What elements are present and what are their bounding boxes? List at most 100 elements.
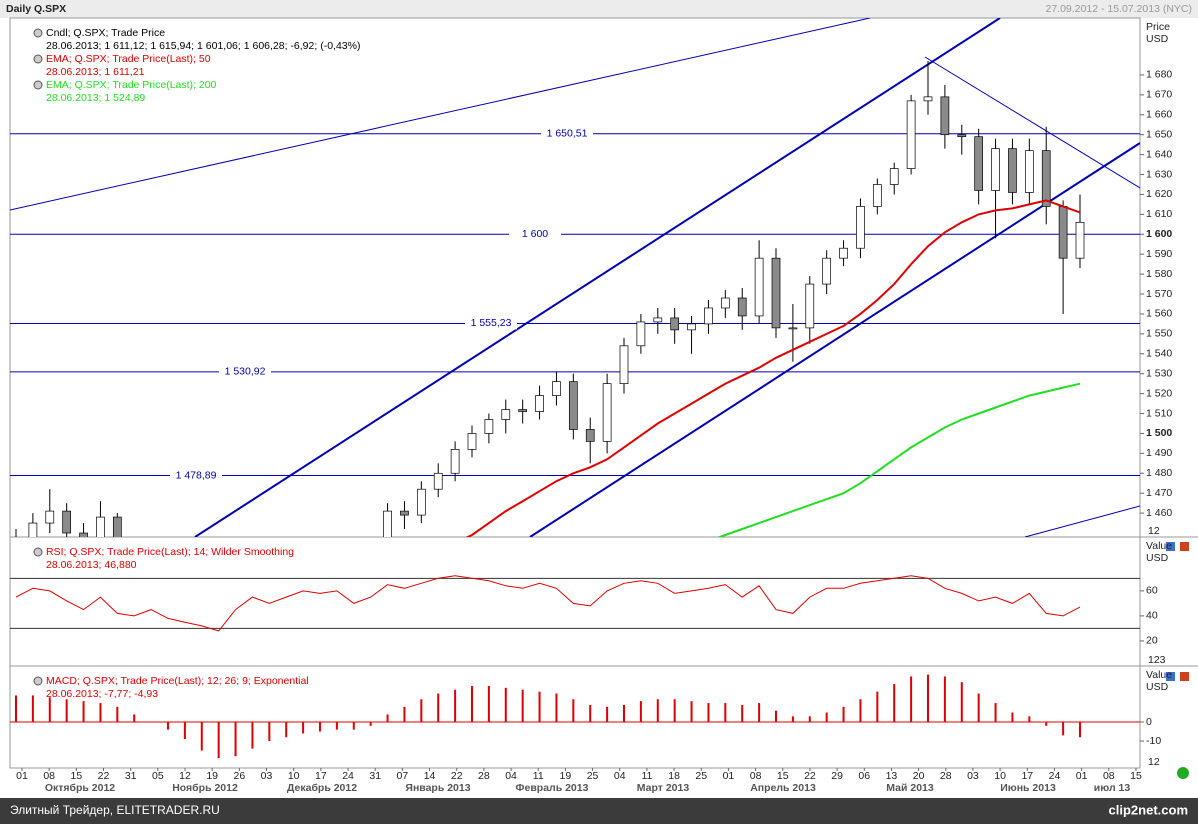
candle-body — [974, 136, 984, 191]
button-close[interactable] — [1180, 672, 1189, 681]
button-minimize[interactable] — [1166, 542, 1175, 551]
legend-value: 28.06.2013; 1 524,89 — [46, 92, 145, 104]
histogram-bar — [82, 701, 85, 723]
histogram-bar — [48, 697, 51, 723]
button-minimize[interactable] — [1166, 672, 1175, 681]
legend-icon — [33, 80, 43, 90]
x-tick-label: 17 — [1021, 770, 1033, 782]
y-tick-label: 1 680 — [1146, 69, 1172, 81]
candle-body — [333, 569, 341, 573]
pane — [10, 674, 1140, 759]
candle-body — [181, 637, 189, 673]
candle-body — [1024, 150, 1034, 193]
histogram-bar — [808, 716, 811, 723]
x-tick-label: 31 — [369, 770, 381, 782]
y-tick-label: 1 530 — [1146, 367, 1172, 379]
histogram-bar — [403, 706, 406, 723]
y-tick-label: 1 670 — [1146, 89, 1172, 101]
x-tick-label: 22 — [98, 770, 110, 782]
histogram-bar — [386, 714, 389, 723]
x-tick-label: 05 — [152, 770, 164, 782]
scale-badge: 12 — [1148, 756, 1160, 768]
histogram-bar — [1079, 722, 1081, 738]
histogram-bar — [285, 722, 288, 738]
axis-label: Value — [1146, 540, 1172, 552]
histogram-bar — [1062, 722, 1065, 736]
axis-label: Value — [1146, 669, 1172, 681]
histogram-bar — [555, 693, 558, 723]
month-label: Ноябрь 2012 — [172, 782, 238, 794]
candle-body — [518, 409, 528, 412]
histogram-bar — [319, 722, 321, 732]
status-icon — [1177, 767, 1189, 779]
candle-body — [602, 383, 612, 442]
y-tick-label: 40 — [1146, 610, 1158, 622]
candle-body — [856, 206, 865, 249]
histogram-bar — [234, 722, 237, 757]
trend-line — [1024, 505, 1140, 537]
candle-body — [687, 323, 696, 331]
trend-line — [924, 56, 1140, 189]
candle-body — [737, 297, 747, 317]
y-tick-label: 60 — [1146, 585, 1158, 597]
candle-body — [164, 605, 172, 637]
y-tick-label: -10 — [1146, 735, 1161, 747]
y-tick-label: 1 600 — [1146, 228, 1172, 240]
footer-text: Элитный Трейдер, ELITETRADER.RU — [10, 803, 220, 817]
histogram-bar — [504, 687, 507, 723]
histogram-bar — [910, 676, 913, 723]
histogram-bar — [116, 706, 119, 723]
y-tick-label: 1 480 — [1146, 467, 1172, 479]
candle-body — [484, 419, 494, 434]
histogram-bar — [960, 682, 963, 723]
x-tick-label: 08 — [1103, 770, 1115, 782]
button-close[interactable] — [1180, 542, 1189, 551]
x-tick-label: 10 — [288, 770, 300, 782]
x-tick-label: 28 — [478, 770, 490, 782]
histogram-bar — [268, 722, 271, 742]
x-tick-label: 08 — [750, 770, 762, 782]
candle-body — [619, 345, 629, 385]
legend-value: 28.06.2013; 1 611,21 — [46, 66, 145, 78]
y-tick-label: 1 610 — [1146, 208, 1172, 220]
candle-body — [350, 573, 358, 593]
scale-badge: 12 — [1148, 525, 1160, 537]
axis-label: Price — [1146, 21, 1170, 33]
indicator-line — [15, 575, 1081, 632]
x-tick-label: 15 — [777, 770, 789, 782]
plot-frame — [9, 17, 1141, 769]
axis-label: USD — [1146, 552, 1169, 564]
histogram-bar — [1011, 712, 1014, 723]
candle-body — [282, 597, 290, 615]
candle-body — [957, 134, 967, 138]
y-tick-label: 1 490 — [1146, 447, 1172, 459]
histogram-bar — [183, 722, 186, 740]
candle-body — [450, 449, 460, 474]
histogram-bar — [741, 704, 744, 723]
histogram-bar — [572, 699, 575, 723]
candle-body — [822, 257, 832, 285]
histogram-bar — [133, 714, 136, 723]
histogram-bar — [758, 703, 761, 723]
candle-body — [433, 472, 443, 490]
histogram-bar — [352, 722, 355, 730]
pane — [10, 575, 1140, 632]
month-label: Январь 2013 — [405, 782, 470, 794]
x-tick-label: 03 — [261, 770, 273, 782]
histogram-bar — [31, 695, 34, 723]
histogram-bar — [656, 699, 659, 723]
histogram-bar — [606, 706, 609, 723]
month-label: Февраль 2013 — [516, 782, 589, 794]
histogram-bar — [487, 685, 490, 723]
legend-value: 28.06.2013; 46,880 — [46, 559, 137, 571]
axis-label: USD — [1146, 681, 1169, 693]
y-tick-label: 1 510 — [1146, 407, 1172, 419]
date-range: 27.09.2012 - 15.07.2013 (NYC) — [1045, 3, 1192, 15]
candle-body — [248, 601, 256, 609]
candle-body — [754, 257, 764, 317]
x-tick-label: 28 — [940, 770, 952, 782]
candle-body — [467, 433, 477, 450]
legend-entry: RSI; Q.SPX; Trade Price(Last); 14; Wilde… — [46, 546, 294, 558]
y-tick-label: 1 630 — [1146, 168, 1172, 180]
y-tick-label: 0 — [1146, 716, 1152, 728]
